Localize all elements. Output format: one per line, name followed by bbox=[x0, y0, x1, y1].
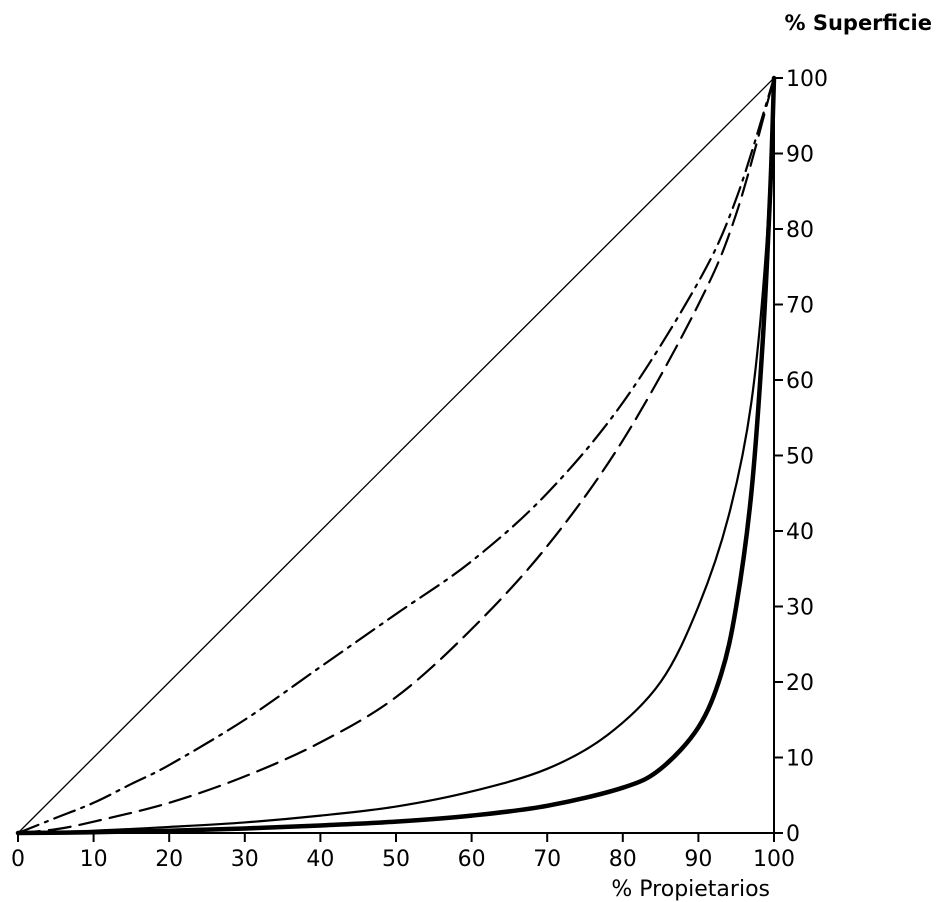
x-tick-label: 10 bbox=[80, 847, 108, 872]
y-tick-label: 80 bbox=[786, 218, 814, 243]
x-tick-label: 20 bbox=[155, 847, 183, 872]
dashed-curve bbox=[16, 76, 776, 835]
series-group bbox=[15, 75, 777, 836]
solid-curve bbox=[16, 76, 776, 835]
y-tick-label: 50 bbox=[786, 445, 814, 470]
x-tick-label: 60 bbox=[458, 847, 486, 872]
x-tick-label: 30 bbox=[231, 847, 259, 872]
x-tick-label: 0 bbox=[11, 847, 25, 872]
y-tick-label: 60 bbox=[786, 369, 814, 394]
x-tick-label: 80 bbox=[609, 847, 637, 872]
y-tick-label: 0 bbox=[786, 822, 800, 847]
equality-line bbox=[17, 77, 775, 834]
x-tick-label: 90 bbox=[684, 847, 712, 872]
y-tick-label: 20 bbox=[786, 671, 814, 696]
y-tick-label: 90 bbox=[786, 143, 814, 168]
x-tick-label: 40 bbox=[306, 847, 334, 872]
x-tick-label: 70 bbox=[533, 847, 561, 872]
y-tick-label: 10 bbox=[786, 747, 814, 772]
y-axis-title: % Superficie bbox=[784, 11, 932, 35]
x-tick-label: 50 bbox=[382, 847, 410, 872]
y-tick-label: 30 bbox=[786, 596, 814, 621]
dash-dot-curve bbox=[16, 76, 776, 835]
axes bbox=[17, 77, 783, 842]
y-tick-label: 70 bbox=[786, 294, 814, 319]
y-tick-label: 100 bbox=[786, 67, 828, 92]
x-axis-title: % Propietarios bbox=[611, 877, 770, 902]
x-tick-label: 100 bbox=[753, 847, 795, 872]
tick-labels: 0 10 20 30 40 50 60 70 80 90 100010203040506070809… bbox=[11, 67, 828, 872]
thick-curve bbox=[15, 75, 777, 836]
y-tick-label: 40 bbox=[786, 520, 814, 545]
